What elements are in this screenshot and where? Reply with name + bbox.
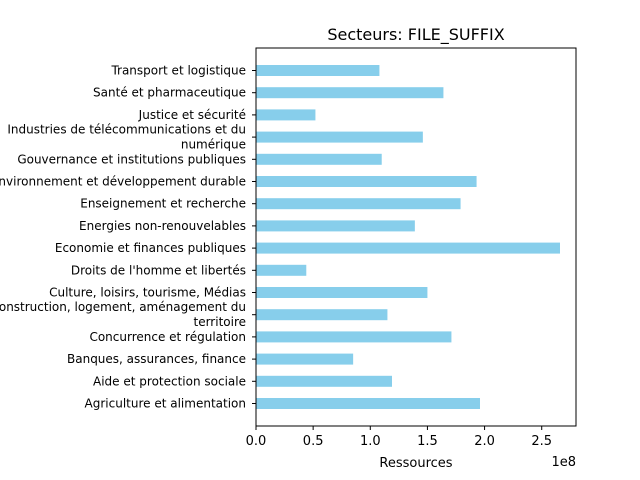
category-label: Banques, assurances, finance	[67, 352, 246, 366]
category-label: Agriculture et alimentation	[85, 397, 246, 411]
category-label: Construction, logement, aménagement du te…	[0, 300, 246, 329]
bar	[256, 264, 307, 276]
x-tick-label: 2.0	[474, 434, 495, 449]
bar	[256, 220, 415, 232]
x-axis: 0.0 0.5 1.0 1.5 2.0 2.5	[246, 426, 552, 449]
category-label: Aide et protection sociale	[93, 374, 246, 388]
bar	[256, 153, 382, 165]
x-axis-scale-label: 1e8	[551, 455, 576, 470]
category-label: Economie et finances publiques	[55, 241, 246, 255]
bar	[256, 242, 560, 254]
category-label: Environnement et développement durable	[0, 175, 246, 189]
category-label: Culture, loisirs, tourisme, Médias	[49, 286, 246, 300]
x-tick-label: 1.0	[360, 434, 381, 449]
category-label: Enseignement et recherche	[80, 197, 246, 211]
bar	[256, 331, 452, 343]
bar	[256, 375, 392, 387]
category-label: Justice et sécurité	[138, 108, 246, 122]
bar	[256, 65, 380, 76]
category-label: Industries de télécommunications et du nu…	[7, 123, 246, 152]
bar	[256, 87, 444, 99]
bar	[256, 198, 461, 210]
category-label: Santé et pharmaceutique	[93, 86, 246, 100]
bar	[256, 109, 316, 121]
x-tick-label: 0.0	[246, 434, 267, 449]
x-tick-label: 0.5	[303, 434, 324, 449]
bar	[256, 131, 423, 143]
category-labels: Transport et logistique Santé et pharmace…	[0, 64, 256, 411]
x-tick-label: 1.5	[417, 434, 438, 449]
x-axis-label: Ressources	[379, 456, 452, 471]
category-label: Transport et logistique	[110, 64, 246, 78]
bar	[256, 398, 480, 409]
x-tick-label: 2.5	[531, 434, 552, 449]
category-label: Gouvernance et institutions publiques	[17, 152, 246, 166]
chart-title: Secteurs: FILE_SUFFIX	[327, 25, 504, 45]
category-label: Energies non-renouvelables	[79, 219, 246, 233]
bar	[256, 309, 388, 321]
bar	[256, 287, 428, 298]
category-label: Droits de l'homme et libertés	[71, 263, 246, 277]
category-label: Concurrence et régulation	[89, 330, 246, 344]
plot-frame	[255, 47, 577, 427]
bars-group	[256, 65, 560, 409]
bar	[256, 176, 477, 187]
bar	[256, 353, 354, 365]
